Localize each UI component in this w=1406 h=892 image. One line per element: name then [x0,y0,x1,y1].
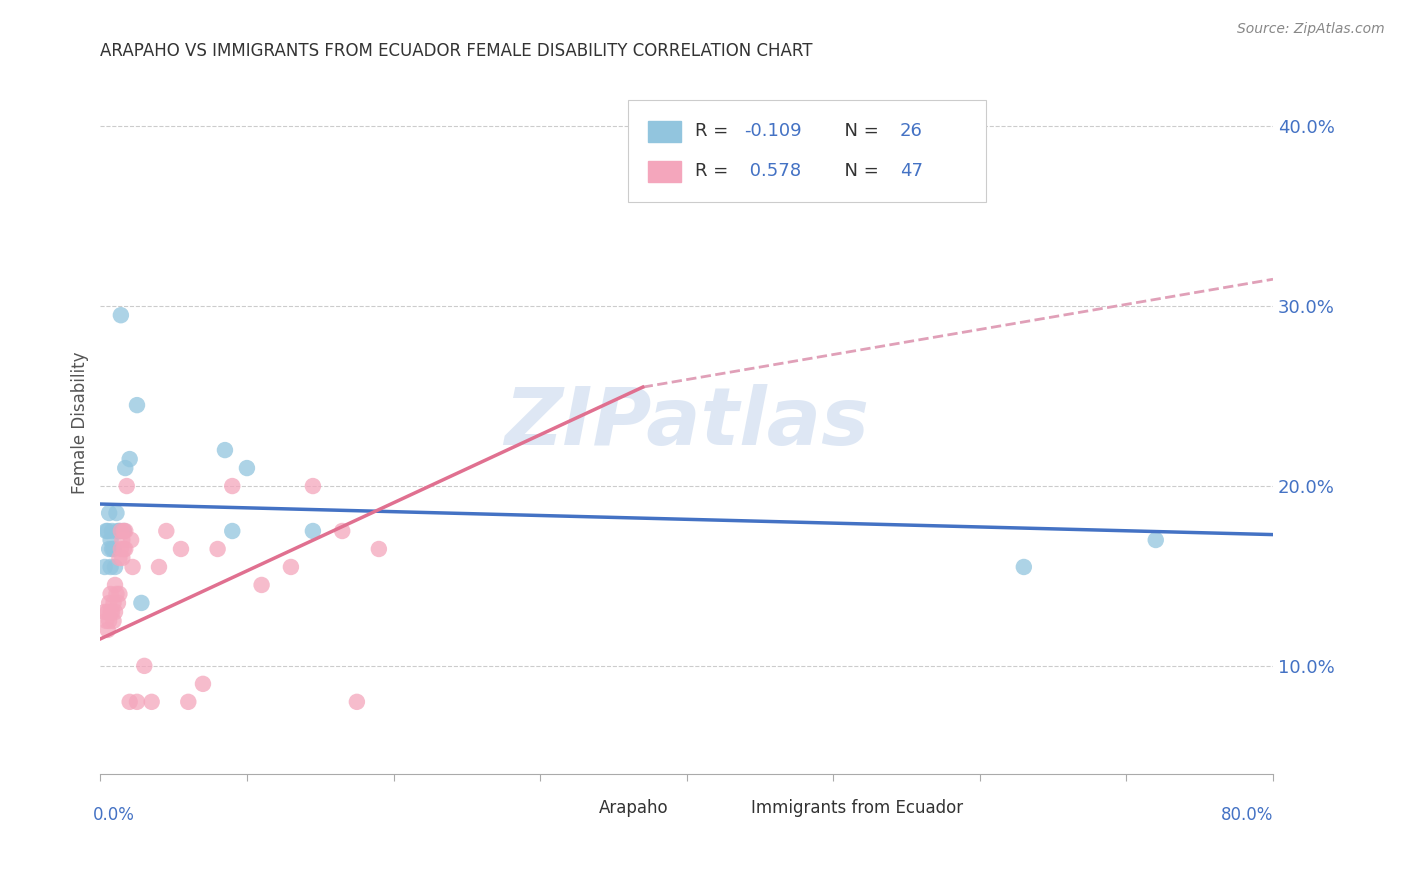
Point [100,533,122,547]
Point [330,524,353,538]
Point [141,695,163,709]
Text: N =: N = [834,161,884,179]
Point [98,506,121,520]
Point [125,695,148,709]
Point [367,541,389,556]
Point [104,605,127,619]
Text: 47: 47 [900,161,924,179]
Point [121,560,143,574]
Point [103,596,125,610]
Point [96,524,118,538]
Point [103,614,125,628]
Point [302,524,325,538]
Point [221,524,243,538]
Text: R =: R = [695,121,734,140]
Point [214,443,236,458]
Point [108,587,131,601]
Point [148,560,170,574]
Point [105,587,128,601]
Point [94,605,117,619]
Point [120,533,142,547]
Point [107,596,129,610]
Point [155,524,177,538]
Point [101,524,124,538]
Point [97,623,120,637]
Point [125,398,148,412]
Point [111,533,134,547]
Point [191,677,214,691]
Point [97,524,120,538]
Text: 0.0%: 0.0% [93,806,135,824]
Point [104,560,127,574]
Point [1144,533,1167,547]
Point [111,551,134,566]
Text: Source: ZipAtlas.com: Source: ZipAtlas.com [1237,22,1385,37]
Text: R =: R = [695,161,734,179]
Point [114,541,136,556]
Point [103,541,125,556]
Bar [648,161,681,182]
Point [100,605,122,619]
Point [104,578,127,592]
Point [221,479,243,493]
Text: Arapaho: Arapaho [599,799,668,817]
Point [118,452,141,467]
Point [110,541,132,556]
Text: 26: 26 [900,121,922,140]
Point [134,659,156,673]
Point [207,541,229,556]
Text: N =: N = [834,121,884,140]
Point [114,461,136,475]
Text: Immigrants from Ecuador: Immigrants from Ecuador [751,799,963,817]
Bar [648,120,681,143]
Point [96,614,118,628]
Y-axis label: Female Disability: Female Disability [72,351,89,494]
Point [114,524,136,538]
Text: -0.109: -0.109 [744,121,801,140]
Bar [716,801,742,820]
Point [101,605,124,619]
Point [236,461,259,475]
Point [98,541,121,556]
Text: 80.0%: 80.0% [1220,806,1272,824]
Text: 0.578: 0.578 [744,161,801,179]
Point [94,560,117,574]
Point [112,524,135,538]
Point [100,560,122,574]
Point [115,479,138,493]
Point [131,596,153,610]
Point [101,541,124,556]
Point [98,596,121,610]
FancyBboxPatch shape [628,101,986,202]
Point [110,524,132,538]
Point [100,587,122,601]
Point [177,695,200,709]
Point [97,605,120,619]
Text: ARAPAHO VS IMMIGRANTS FROM ECUADOR FEMALE DISABILITY CORRELATION CHART: ARAPAHO VS IMMIGRANTS FROM ECUADOR FEMAL… [100,42,813,60]
Point [98,614,121,628]
Point [280,560,302,574]
Point [110,308,132,322]
Point [880,164,903,178]
Point [953,173,976,187]
Point [108,551,131,566]
Point [346,695,368,709]
Text: ZIPatlas: ZIPatlas [505,384,869,462]
Point [107,524,129,538]
Point [118,695,141,709]
Bar [564,801,589,820]
Point [112,524,135,538]
Point [112,541,135,556]
Point [108,524,131,538]
Point [250,578,273,592]
Point [302,479,325,493]
Point [1012,560,1035,574]
Point [170,541,193,556]
Point [105,506,128,520]
